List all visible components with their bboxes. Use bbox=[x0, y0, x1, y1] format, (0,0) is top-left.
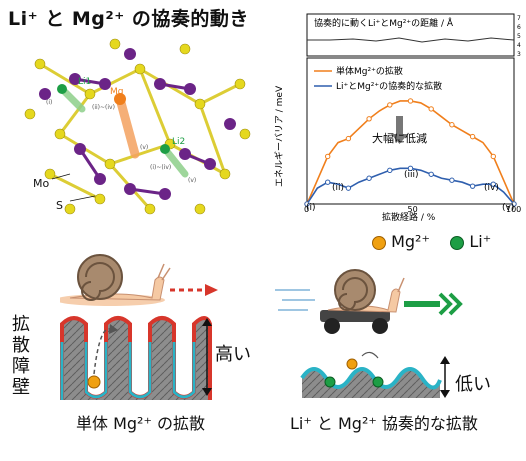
li-ion bbox=[324, 376, 336, 388]
series-layer bbox=[304, 98, 517, 207]
barrier-label: 拡 散 障 壁 bbox=[12, 314, 30, 398]
series-2-point bbox=[469, 183, 476, 189]
mg-label: Mg bbox=[110, 87, 123, 97]
site-label: (v) bbox=[140, 144, 148, 151]
high-barrier-illustration bbox=[60, 316, 212, 400]
li-legend-label: Li⁺ bbox=[469, 232, 492, 251]
marker-v: (v) bbox=[502, 203, 514, 213]
x-tick-label: 50 bbox=[408, 205, 418, 214]
s-label: S bbox=[56, 199, 63, 212]
mg-ion bbox=[346, 358, 358, 370]
bonds bbox=[39, 62, 241, 210]
li1-atom bbox=[57, 84, 67, 94]
distance-line bbox=[307, 37, 515, 43]
mg-atom bbox=[114, 93, 126, 105]
site-label: (i)~(iv) bbox=[150, 164, 171, 171]
mg-legend-label: Mg²⁺ bbox=[391, 232, 430, 251]
series-2-point bbox=[511, 201, 517, 207]
series-2-point bbox=[324, 179, 331, 185]
legend-series-2: Li⁺とMg²⁺の協奏的な拡散 bbox=[336, 80, 442, 92]
fast-snail-illustration bbox=[275, 269, 463, 334]
li1-label: Li1 bbox=[78, 77, 91, 87]
low-label: 低い bbox=[455, 374, 491, 395]
li-ion bbox=[372, 376, 384, 388]
site-label: (i) bbox=[46, 99, 52, 106]
marker-iii: (iii) bbox=[404, 170, 419, 180]
marker-ii: (ii) bbox=[332, 183, 344, 193]
series-1-point bbox=[428, 106, 434, 112]
marker-i: (i) bbox=[306, 203, 316, 213]
series-2-point bbox=[407, 165, 414, 172]
energy-barrier-chart: 協奏的に動くLi⁺とMg²⁺の距離 / Å 7 6 5 4 3 エネルギーバリア / m… bbox=[274, 13, 521, 223]
x-axis-ticks: 0 50 100 bbox=[304, 205, 521, 214]
series-2-point bbox=[449, 177, 455, 183]
chart-legend: 単体Mg²⁺の拡散 Li⁺とMg²⁺の協奏的な拡散 bbox=[314, 65, 442, 92]
top-panel-frame bbox=[306, 13, 515, 57]
top-panel-yticks: 7 6 5 4 3 bbox=[517, 15, 521, 58]
series-1-point bbox=[469, 133, 476, 140]
series-1-point bbox=[345, 135, 352, 142]
series-1-point bbox=[366, 116, 372, 122]
mg-ion-icon bbox=[372, 235, 386, 250]
legend-series-1: 単体Mg²⁺の拡散 bbox=[336, 65, 403, 77]
x-axis-label: 拡散経路 / % bbox=[382, 211, 436, 223]
reduction-arrow bbox=[391, 116, 408, 144]
series-1-point bbox=[324, 153, 331, 160]
right-caption: Li⁺ と Mg²⁺ 協奏的な拡散 bbox=[290, 414, 478, 433]
site-label: (ii)~(iv) bbox=[92, 104, 115, 111]
series-2-point bbox=[304, 201, 310, 207]
mo-atoms bbox=[39, 48, 236, 200]
left-caption: 単体 Mg²⁺ の拡散 bbox=[76, 414, 205, 433]
high-label: 高い bbox=[215, 344, 251, 365]
top-y-tick-label: 3 bbox=[517, 51, 521, 58]
top-panel-title: 協奏的に動くLi⁺とMg²⁺の距離 / Å bbox=[314, 17, 454, 29]
annotation-label: 大幅に低減 bbox=[372, 131, 427, 145]
crystal-structure: Li1 Mg Li2 (i) (ii)~(iv) (v) (i)~(iv) (v… bbox=[24, 38, 251, 215]
series-1-point bbox=[490, 153, 497, 160]
slow-snail-illustration bbox=[60, 254, 218, 306]
series-1-point bbox=[387, 102, 393, 108]
marker-iv: (iv) bbox=[484, 183, 499, 193]
high-arrow-icon bbox=[202, 318, 212, 396]
mo-label: Mo bbox=[33, 177, 50, 190]
series-1-point bbox=[407, 98, 414, 104]
series-2-point bbox=[366, 175, 372, 181]
top-y-tick-label: 7 bbox=[517, 15, 521, 22]
series-2-point bbox=[428, 171, 434, 177]
top-y-tick-label: 5 bbox=[517, 33, 521, 40]
series-2-point bbox=[345, 185, 352, 191]
li2-atom bbox=[160, 144, 170, 154]
top-y-tick-label: 4 bbox=[517, 42, 521, 49]
series-1-point bbox=[449, 122, 455, 128]
y-axis-label: エネルギーバリア / meV bbox=[274, 85, 285, 187]
li2-label: Li2 bbox=[172, 137, 185, 147]
low-arrow-icon bbox=[440, 356, 450, 398]
series-2-point bbox=[490, 181, 497, 187]
series-2-point bbox=[387, 167, 393, 174]
main-panel-frame bbox=[306, 57, 515, 205]
x-tick-label: 100 bbox=[506, 205, 521, 214]
s-atoms bbox=[24, 38, 251, 215]
li-ion-icon bbox=[450, 235, 465, 250]
low-barrier-illustration bbox=[300, 351, 442, 398]
top-y-tick-label: 6 bbox=[517, 24, 521, 31]
site-label: (v) bbox=[188, 177, 196, 184]
x-tick-label: 0 bbox=[304, 205, 309, 214]
ion-legend: Mg²⁺ Li⁺ bbox=[372, 232, 491, 251]
mg-ion bbox=[87, 375, 101, 389]
page-title: Li⁺ と Mg²⁺ の協奏的動き bbox=[8, 8, 249, 30]
